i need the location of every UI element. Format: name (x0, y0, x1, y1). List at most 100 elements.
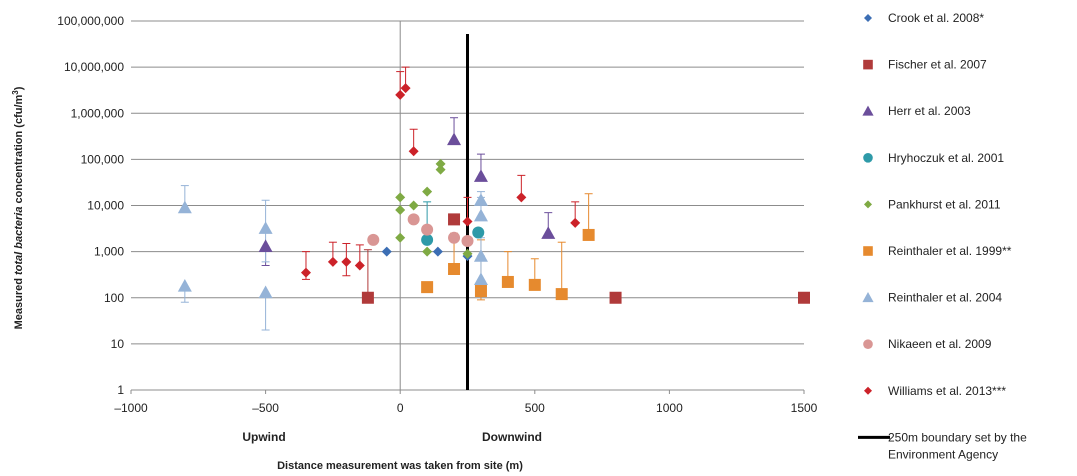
legend-item: Hryhoczuk et al. 2001 (863, 151, 1004, 165)
data-point (609, 291, 622, 304)
data-point (435, 158, 446, 169)
y-tick-label: 100,000,000 (57, 14, 124, 28)
legend-marker (864, 386, 872, 395)
legend-item: Williams et al. 2013*** (864, 384, 1006, 398)
x-tick-label: 0 (397, 401, 404, 415)
data-point (432, 246, 443, 257)
data-point (462, 216, 473, 227)
data-point (177, 200, 192, 214)
data-point (258, 221, 273, 234)
y-tick-label: 100 (104, 291, 124, 305)
data-point (448, 263, 461, 276)
y-axis-title-sup: 3 (11, 90, 20, 95)
legend-boundary-label: 250m boundary set by the (888, 430, 1027, 444)
error-bars (180, 66, 593, 331)
data-point (448, 231, 461, 244)
y-axis-title-italic: total bacteria (13, 207, 25, 275)
legend-marker (864, 200, 872, 209)
data-point (300, 267, 311, 278)
data-point (462, 248, 473, 259)
x-tick-label: –500 (252, 401, 279, 415)
data-point (327, 256, 338, 267)
legend-marker (863, 153, 873, 163)
y-tick-label: 10,000,000 (64, 60, 124, 74)
data-point (421, 233, 434, 246)
legend: Crook et al. 2008* Fischer et al. 2007 Her… (858, 11, 1027, 461)
data-point (395, 89, 406, 100)
data-point (395, 204, 406, 215)
x-tick-label: 1000 (656, 401, 683, 415)
legend-item-boundary: 250m boundary set by the Environment Agen… (858, 430, 1027, 461)
data-point (473, 193, 488, 206)
legend-label: Pankhurst et al. 2011 (888, 197, 1001, 211)
legend-marker (863, 246, 873, 256)
data-point (341, 256, 352, 267)
data-point (421, 281, 434, 294)
data-point (408, 146, 419, 157)
y-tick-label: 1 (117, 383, 124, 397)
data-point (447, 132, 462, 146)
y-tick-label: 1,000 (94, 245, 124, 259)
data-point (177, 278, 192, 292)
legend-item: Fischer et al. 2007 (863, 58, 987, 72)
data-point (435, 164, 446, 175)
data-point (473, 169, 488, 182)
data-point (258, 239, 273, 252)
data-point (258, 285, 273, 299)
y-axis-title-post: concentration (cfu/m (13, 94, 25, 206)
legend-item: Pankhurst et al. 2011 (864, 197, 1001, 211)
legend-marker (864, 14, 872, 22)
axis-titles: Distance measurement was taken from site… (11, 86, 542, 472)
legend-label: Reinthaler et al. 2004 (888, 291, 1002, 305)
legend-marker (863, 59, 873, 70)
data-point (474, 285, 487, 298)
data-point (381, 246, 392, 257)
data-point (528, 278, 541, 291)
data-point (395, 192, 406, 203)
x-tick-label: 500 (525, 401, 545, 415)
y-tick-label: 10,000 (87, 199, 124, 213)
data-point (570, 217, 581, 228)
data-point (367, 233, 380, 246)
data-point (422, 186, 433, 197)
y-tick-label: 1,000,000 (71, 106, 125, 120)
data-point (421, 223, 434, 236)
legend-label: Crook et al. 2008* (888, 11, 984, 25)
legend-item: Nikaeen et al. 2009 (863, 337, 992, 351)
data-point (354, 260, 365, 271)
data-point (582, 228, 595, 241)
legend-label: Nikaeen et al. 2009 (888, 337, 992, 351)
data-point (407, 213, 420, 226)
legend-item: Herr et al. 2003 (862, 104, 971, 118)
x-tick-label: –1000 (114, 401, 148, 415)
data-point (461, 234, 474, 247)
data-point (473, 272, 488, 285)
legend-marker (863, 339, 873, 349)
data-point (473, 249, 488, 262)
downwind-label: Downwind (482, 430, 542, 444)
y-tick-label: 100,000 (81, 152, 125, 166)
tick-labels: 1 10 100 1,000 10,000 100,000 1,000,000 10,000,… (57, 14, 817, 415)
legend-boundary-label: Environment Agency (888, 447, 998, 461)
data-point (798, 291, 810, 304)
legend-label: Fischer et al. 2007 (888, 58, 987, 72)
x-tick-label: 1500 (791, 401, 818, 415)
y-axis-title-pre: Measured (13, 275, 25, 329)
data-point (501, 275, 514, 288)
y-tick-label: 10 (111, 337, 125, 351)
legend-label: Hryhoczuk et al. 2001 (888, 151, 1004, 165)
data-point (448, 213, 461, 226)
data-point (408, 200, 419, 211)
legend-marker (862, 105, 874, 116)
legend-label: Herr et al. 2003 (888, 104, 971, 118)
y-axis-title: Measured total bacteria concentration (c… (11, 86, 25, 329)
data-point (422, 246, 433, 257)
upwind-label: Upwind (242, 430, 285, 444)
legend-item: Reinthaler et al. 1999** (863, 244, 1012, 258)
legend-marker (862, 292, 874, 303)
data-point (361, 291, 374, 304)
legend-item: Crook et al. 2008* (864, 11, 984, 25)
legend-label: Williams et al. 2013*** (888, 384, 1006, 398)
data-point (472, 226, 485, 239)
x-axis-title: Distance measurement was taken from site… (277, 460, 523, 472)
